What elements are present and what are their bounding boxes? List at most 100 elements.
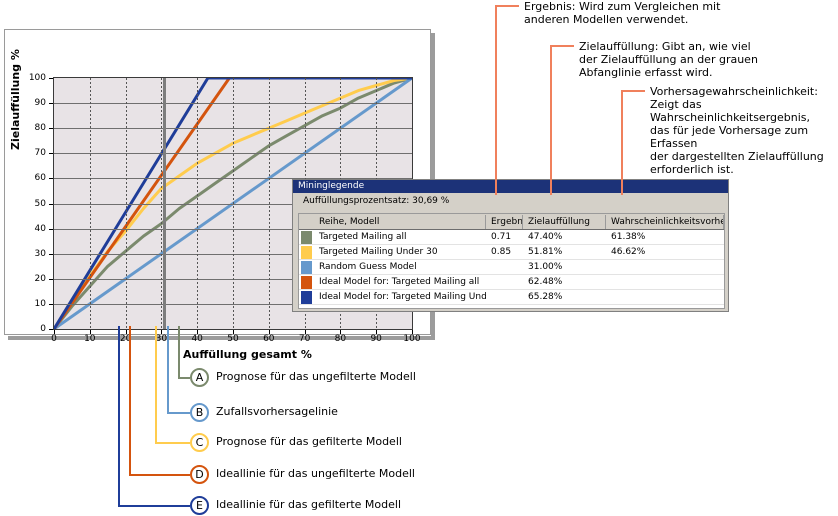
key-connector-vertical-d <box>129 326 131 474</box>
table-header-row: Reihe, Modell Ergebnis Zielauffüllung Wa… <box>299 214 724 230</box>
y-tick-mark <box>49 128 53 129</box>
table-row[interactable]: Ideal Model for: Targeted Mailing all 62.… <box>299 275 724 290</box>
x-tick-mark <box>269 330 270 334</box>
note-zielauffuellung-line-1: Zielauffüllung: Gibt an, wie viel <box>579 40 751 53</box>
x-tick-mark <box>90 330 91 334</box>
x-tick-mark <box>197 330 198 334</box>
x-tick-label: 90 <box>370 334 382 344</box>
col-score[interactable]: Ergebnis <box>486 214 523 229</box>
note-zielauffuellung-line-2: der Zielauffüllung an der grauen <box>579 53 758 66</box>
table-body: Targeted Mailing all 0.71 47.40% 61.38% Targ… <box>299 230 724 305</box>
y-tick-mark <box>49 329 53 330</box>
key-connector-vertical-e <box>118 326 120 505</box>
table-row[interactable]: Targeted Mailing Under 30 0.85 51.81% 46.62… <box>299 245 724 260</box>
x-tick-mark <box>376 330 377 334</box>
series-line <box>54 78 412 329</box>
cell-population: 65.28% <box>528 292 563 302</box>
x-tick-mark <box>161 330 162 334</box>
abfanglinie-marker <box>163 78 166 329</box>
series-line <box>54 78 412 329</box>
y-tick-mark <box>49 103 53 104</box>
series-color-swatch <box>301 275 312 289</box>
series-color-swatch <box>301 230 312 244</box>
key-connector-vertical-b <box>167 326 169 412</box>
cell-score: 0.85 <box>491 247 512 257</box>
y-tick-mark <box>49 153 53 154</box>
key-marker-b[interactable]: B <box>190 403 209 422</box>
leader-vorhersage-horizontal <box>621 90 645 92</box>
x-tick-mark <box>412 330 413 334</box>
cell-population: 31.00% <box>528 262 563 272</box>
key-connector-horizontal-d <box>129 474 190 476</box>
note-vorhersagewahrscheinlichkeit: Vorhersagewahrscheinlichkeit: Zeigt das … <box>650 85 838 176</box>
mining-legend-subtitle: Auffüllungsprozentsatz: 30,69 % <box>303 196 450 206</box>
cell-score: 0.71 <box>491 232 512 242</box>
y-tick-mark <box>49 304 53 305</box>
table-row[interactable]: Ideal Model for: Targeted Mailing Under … <box>299 290 724 305</box>
x-tick-label: 20 <box>119 334 132 344</box>
x-axis-title: Auffüllung gesamt % <box>183 348 312 361</box>
lift-chart-window: Zielauffüllung % 0 10 20 30 40 50 60 70 80 90 100 0… <box>4 29 729 361</box>
y-tick-label: 10 <box>34 298 46 309</box>
note-vorhersage-line-2: Zeigt das Wahrscheinlichkeitsergebnis, <box>650 98 811 124</box>
x-tick-label: 0 <box>51 334 57 344</box>
x-tick-label: 80 <box>334 334 347 344</box>
cell-model: Targeted Mailing Under 30 <box>319 247 438 257</box>
mining-legend-panel: Mininglegende Auffüllungsprozentsatz: 30… <box>292 179 729 312</box>
key-marker-d[interactable]: D <box>190 465 209 484</box>
y-tick-mark <box>49 279 53 280</box>
note-vorhersage-line-3: das für jede Vorhersage zum Erfassen <box>650 124 809 150</box>
note-vorhersage-line-4: der dargestellten Zielauffüllung <box>650 150 824 163</box>
y-tick-mark <box>49 229 53 230</box>
gridline-vertical <box>90 78 91 329</box>
key-label-e: Ideallinie für das gefilterte Modell <box>216 498 402 511</box>
note-vorhersage-line-5: erforderlich ist. <box>650 163 734 176</box>
note-zielauffuellung: Zielauffüllung: Gibt an, wie viel der Zi… <box>579 40 834 79</box>
y-tick-label: 80 <box>34 123 46 134</box>
mining-legend-table: Reihe, Modell Ergebnis Zielauffüllung Wa… <box>298 213 725 309</box>
x-tick-mark <box>305 330 306 334</box>
mining-legend-titlebar: Mininglegende <box>293 180 728 193</box>
y-tick-label: 50 <box>34 198 46 209</box>
col-model[interactable]: Reihe, Modell <box>314 214 486 229</box>
col-population[interactable]: Zielauffüllung <box>523 214 606 229</box>
y-tick-label: 60 <box>34 173 46 184</box>
col-probability[interactable]: Wahrscheinlichkeitsvorhersage <box>606 214 724 229</box>
x-tick-mark <box>340 330 341 334</box>
cell-model: Random Guess Model <box>319 262 417 272</box>
note-vorhersage-line-1: Vorhersagewahrscheinlichkeit: <box>650 85 818 98</box>
table-row[interactable]: Targeted Mailing all 0.71 47.40% 61.38% <box>299 230 724 245</box>
chart-window-shadow-bottom <box>8 336 435 340</box>
x-tick-mark <box>126 330 127 334</box>
key-marker-a[interactable]: A <box>190 368 209 387</box>
key-marker-c[interactable]: C <box>190 433 209 452</box>
series-color-swatch <box>301 260 312 274</box>
table-row[interactable]: Random Guess Model 31.00% <box>299 260 724 275</box>
note-ergebnis-line-1: Ergebnis: Wird zum Vergleichen mit <box>524 0 721 13</box>
leader-zielauffuellung-vertical <box>550 45 552 195</box>
x-tick-label: 60 <box>263 334 275 344</box>
y-tick-mark <box>49 78 53 79</box>
row-swatch-cell <box>299 290 314 304</box>
x-tick-label: 10 <box>84 334 96 344</box>
leader-ergebnis-vertical <box>495 5 497 195</box>
note-zielauffuellung-line-3: Abfanglinie erfasst wird. <box>579 66 713 79</box>
x-tick-label: 40 <box>191 334 203 344</box>
y-tick-label: 100 <box>28 73 46 83</box>
key-label-d: Ideallinie für das ungefilterte Modell <box>216 467 415 480</box>
cell-model: Ideal Model for: Targeted Mailing all <box>319 277 480 287</box>
y-tick-label: 70 <box>34 148 46 159</box>
key-marker-e[interactable]: E <box>190 496 209 515</box>
row-swatch-cell <box>299 260 314 274</box>
key-connector-horizontal-c <box>155 442 190 444</box>
row-swatch-cell <box>299 245 314 259</box>
key-label-c: Prognose für das gefilterte Modell <box>216 435 402 448</box>
x-tick-label: 30 <box>155 334 168 344</box>
series-color-swatch <box>301 245 312 259</box>
y-tick-label: 0 <box>40 324 46 334</box>
key-connector-horizontal-a <box>178 377 190 379</box>
y-axis-title: Zielauffüllung % <box>9 49 22 150</box>
x-tick-label: 100 <box>403 334 421 344</box>
key-connector-horizontal-b <box>167 412 190 414</box>
row-swatch-cell <box>299 230 314 244</box>
